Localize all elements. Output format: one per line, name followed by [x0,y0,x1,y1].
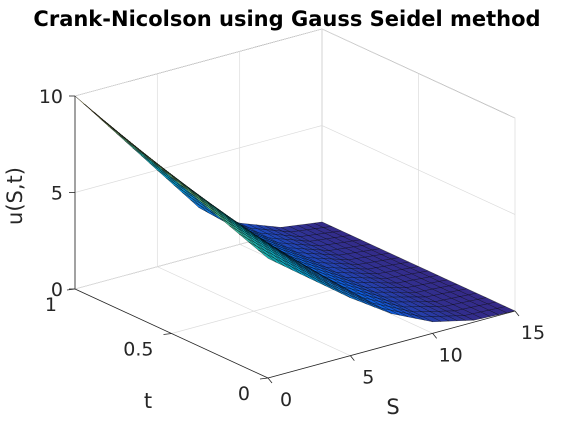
surface-patch [150,161,169,177]
x-axis-label: S [386,395,399,419]
surface-mesh [74,95,516,322]
y-tick-label: 0.5 [123,339,153,361]
x-tick [350,355,355,361]
surface-patch [258,250,277,263]
z-tick-label: 0 [51,279,63,301]
z-axis-label: u(S,t) [3,167,27,225]
x-tick [514,310,520,317]
z-tick-label: 10 [39,86,63,108]
y-axis-label: t [144,389,152,413]
x-tick-label: 10 [439,344,463,366]
x-axis-line [267,310,516,379]
chart-title: Crank-Nicolson using Gauss Seidel method [33,7,540,31]
x-tick-label: 5 [362,367,374,389]
y-tick-label: 1 [45,294,57,316]
x-tick [267,377,273,384]
y-tick-label: 0 [238,383,250,405]
y-tick [163,333,172,335]
x-gridline [74,96,269,379]
y-tick [259,377,269,380]
x-tick-label: 15 [521,322,545,344]
x-tick-label: 0 [280,389,292,411]
grid-lines [74,28,516,379]
z-gridline [74,28,516,119]
surface-patch [132,147,151,163]
z-tick-label: 5 [51,183,63,205]
x-tick [432,333,437,339]
z-gridline [74,125,516,215]
x-gridline [156,73,351,357]
